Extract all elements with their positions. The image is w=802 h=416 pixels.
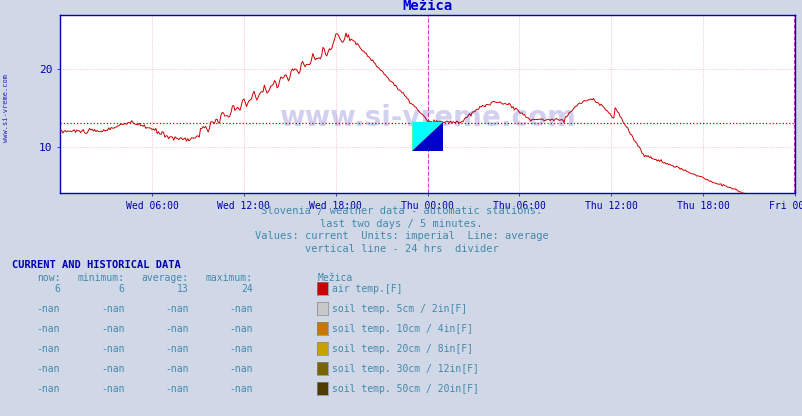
Text: soil temp. 30cm / 12in[F]: soil temp. 30cm / 12in[F]	[331, 364, 478, 374]
Text: -nan: -nan	[101, 344, 124, 354]
Text: 6: 6	[55, 284, 60, 294]
Text: soil temp. 10cm / 4in[F]: soil temp. 10cm / 4in[F]	[331, 324, 472, 334]
Text: -nan: -nan	[101, 304, 124, 314]
Text: www.si-vreme.com: www.si-vreme.com	[279, 104, 575, 132]
Text: air temp.[F]: air temp.[F]	[331, 284, 402, 294]
Text: -nan: -nan	[101, 364, 124, 374]
Text: -nan: -nan	[165, 384, 188, 394]
Text: CURRENT AND HISTORICAL DATA: CURRENT AND HISTORICAL DATA	[12, 260, 180, 270]
Title: Mežica: Mežica	[402, 0, 452, 13]
Text: Mežica: Mežica	[317, 273, 352, 283]
Text: -nan: -nan	[229, 324, 253, 334]
Text: -nan: -nan	[229, 344, 253, 354]
Text: soil temp. 5cm / 2in[F]: soil temp. 5cm / 2in[F]	[331, 304, 466, 314]
Text: minimum:: minimum:	[77, 273, 124, 283]
Text: -nan: -nan	[165, 344, 188, 354]
Text: -nan: -nan	[37, 304, 60, 314]
Text: -nan: -nan	[37, 344, 60, 354]
Polygon shape	[411, 122, 443, 151]
Text: -nan: -nan	[229, 384, 253, 394]
Text: -nan: -nan	[37, 384, 60, 394]
Text: vertical line - 24 hrs  divider: vertical line - 24 hrs divider	[304, 244, 498, 254]
Text: www.si-vreme.com: www.si-vreme.com	[3, 74, 10, 142]
Text: -nan: -nan	[101, 324, 124, 334]
Text: soil temp. 20cm / 8in[F]: soil temp. 20cm / 8in[F]	[331, 344, 472, 354]
Text: -nan: -nan	[165, 324, 188, 334]
Text: -nan: -nan	[229, 364, 253, 374]
Text: -nan: -nan	[37, 364, 60, 374]
Text: -nan: -nan	[165, 304, 188, 314]
Text: -nan: -nan	[101, 384, 124, 394]
Text: soil temp. 50cm / 20in[F]: soil temp. 50cm / 20in[F]	[331, 384, 478, 394]
Text: -nan: -nan	[37, 324, 60, 334]
Text: now:: now:	[37, 273, 60, 283]
Text: -nan: -nan	[165, 364, 188, 374]
Text: Values: current  Units: imperial  Line: average: Values: current Units: imperial Line: av…	[254, 231, 548, 241]
Text: Slovenia / weather data - automatic stations.: Slovenia / weather data - automatic stat…	[261, 206, 541, 216]
Text: average:: average:	[141, 273, 188, 283]
Polygon shape	[411, 122, 443, 151]
Text: 24: 24	[241, 284, 253, 294]
Text: last two days / 5 minutes.: last two days / 5 minutes.	[320, 219, 482, 229]
Text: 6: 6	[119, 284, 124, 294]
Text: maximum:: maximum:	[205, 273, 253, 283]
Bar	[411, 122, 443, 151]
Text: -nan: -nan	[229, 304, 253, 314]
Text: 13: 13	[176, 284, 188, 294]
